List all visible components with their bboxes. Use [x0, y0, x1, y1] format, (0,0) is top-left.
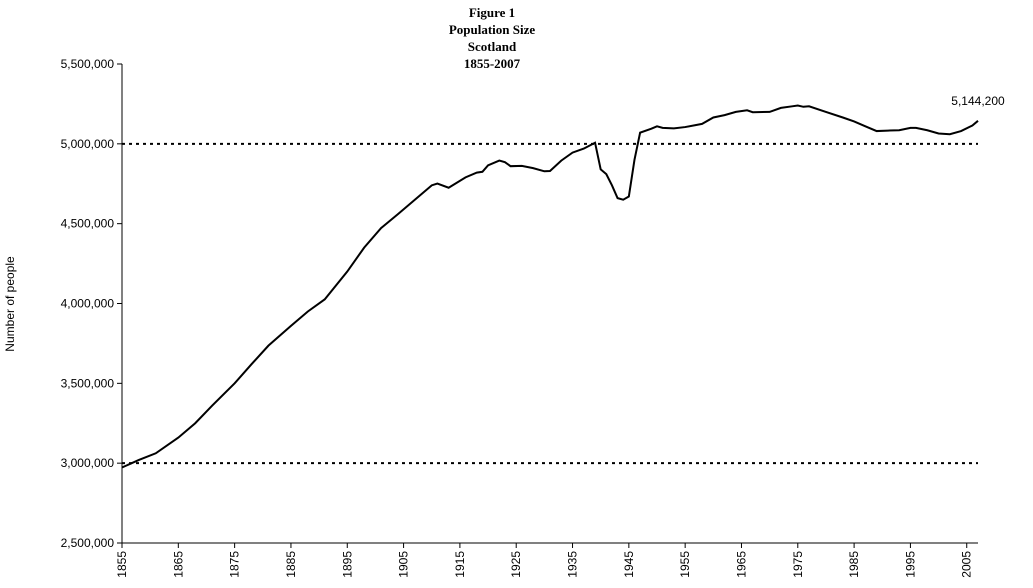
line [121, 104, 979, 469]
chart-title: 1855-2007 [464, 56, 521, 71]
y-axis-label: Number of people [3, 256, 17, 352]
x-tick-label: 1875 [228, 551, 242, 578]
y-tick-label: 3,500,000 [61, 376, 115, 390]
x-tick-label: 1945 [622, 551, 636, 578]
x-tick-label: 1885 [284, 551, 298, 578]
y-tick-label: 4,500,000 [61, 217, 115, 231]
y-tick-label: 5,000,000 [61, 137, 115, 151]
x-tick-label: 1995 [903, 551, 917, 578]
chart-title: Population Size [449, 22, 536, 37]
x-tick-label: 1895 [340, 551, 354, 578]
x-tick-label: 1925 [509, 551, 523, 578]
x-tick-label: 1855 [115, 551, 129, 578]
y-tick-label: 4,000,000 [61, 297, 115, 311]
y-tick-label: 2,500,000 [61, 536, 115, 550]
x-tick-label: 1935 [566, 551, 580, 578]
x-tick-label: 1915 [453, 551, 467, 578]
x-tick-label: 1975 [791, 551, 805, 578]
y-tick-label: 5,500,000 [61, 57, 115, 71]
data-label: 5,144,200 [951, 94, 1005, 108]
x-tick-label: 1965 [734, 551, 748, 578]
chart-title: Scotland [468, 39, 517, 54]
x-tick-label: 1955 [678, 551, 692, 578]
x-tick-label: 1985 [847, 551, 861, 578]
x-tick-label: 2005 [960, 551, 974, 578]
x-tick-label: 1865 [171, 551, 185, 578]
y-tick-label: 3,000,000 [61, 456, 115, 470]
x-tick-label: 1905 [397, 551, 411, 578]
chart-title: Figure 1 [469, 5, 515, 20]
